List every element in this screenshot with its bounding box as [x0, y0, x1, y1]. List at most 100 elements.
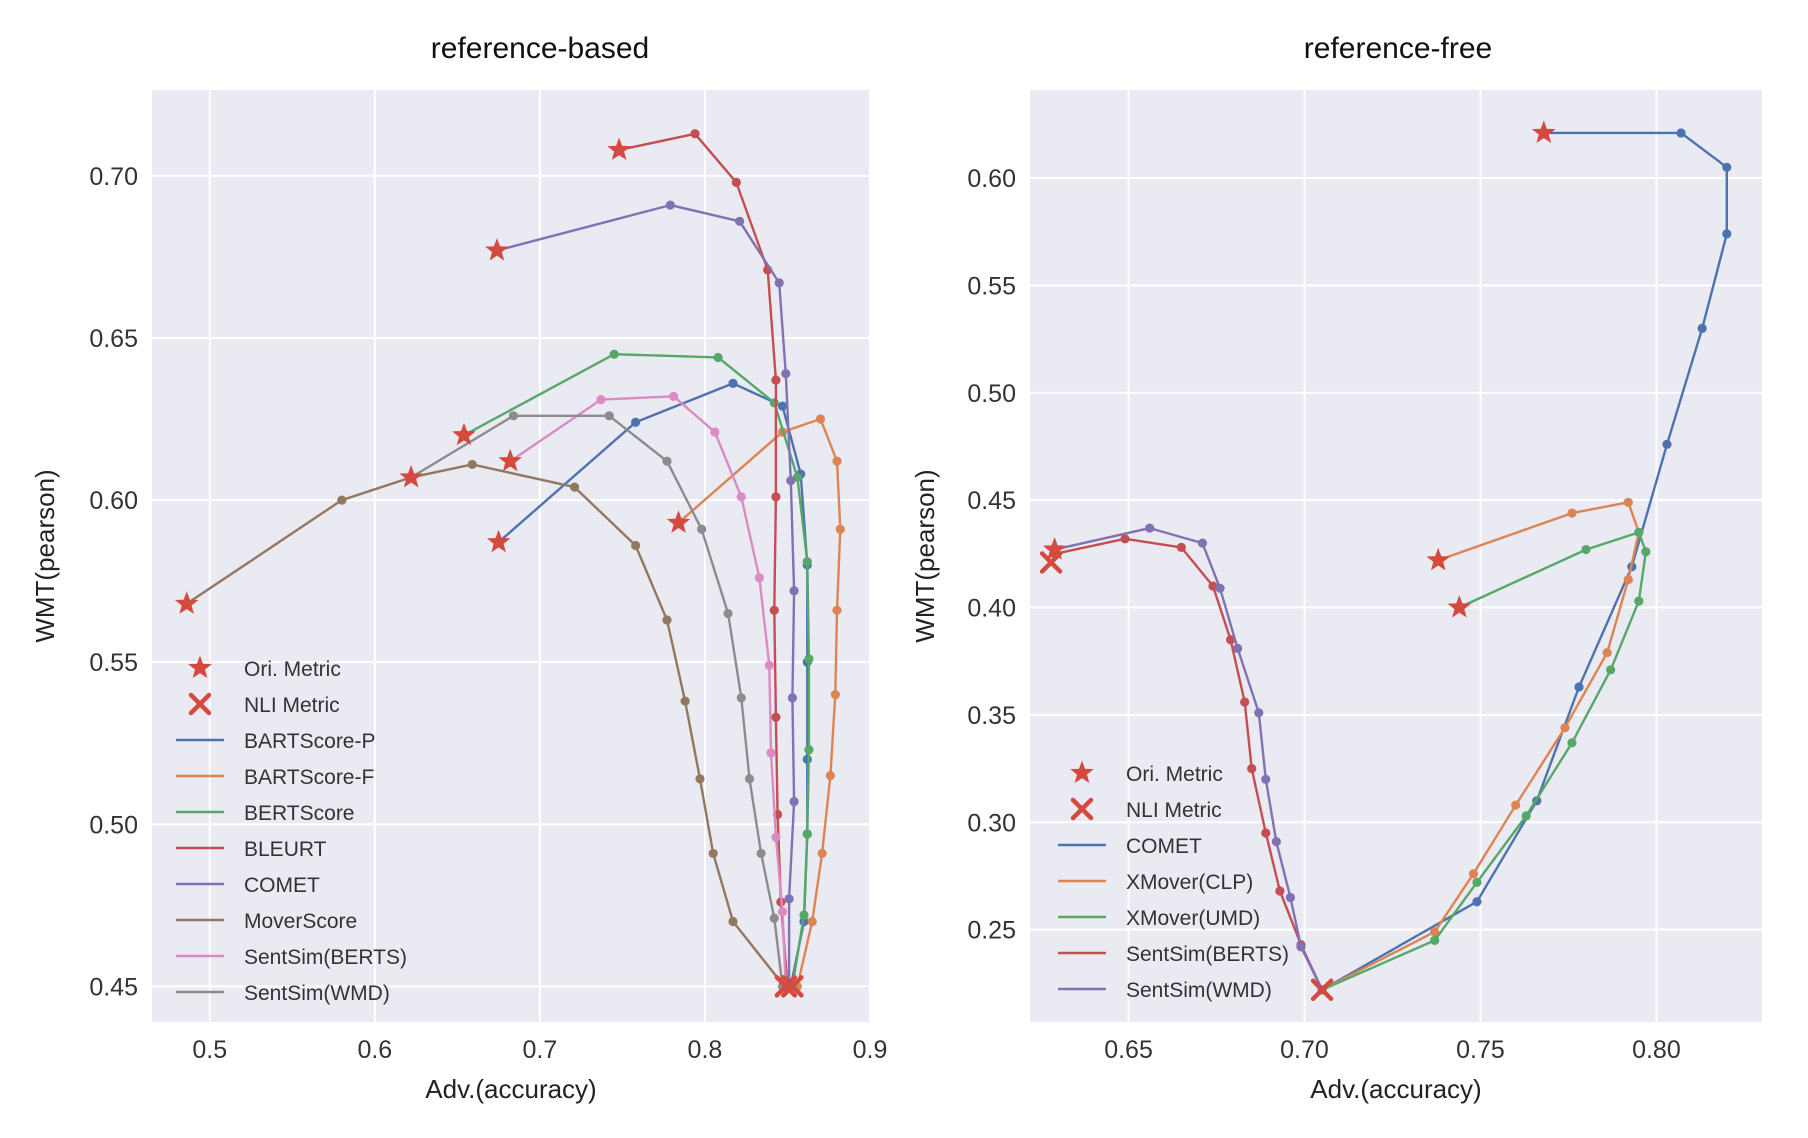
data-point [832, 456, 842, 466]
legend-label: MoverScore [244, 910, 357, 933]
x-tick-label: 0.75 [1456, 1036, 1505, 1064]
legend-label: BARTScore-F [244, 766, 374, 789]
data-point [1430, 935, 1440, 945]
data-point [799, 910, 809, 920]
plot-area [152, 90, 870, 1022]
data-point [1233, 643, 1243, 653]
ori-metric-star [485, 238, 509, 261]
x-tick-label: 0.8 [688, 1036, 723, 1064]
x-tick-label: 0.7 [523, 1036, 558, 1064]
x-axis-label: Adv.(accuracy) [1310, 1074, 1481, 1104]
data-point [830, 689, 840, 700]
data-point [1722, 229, 1732, 239]
data-point [786, 476, 796, 486]
data-point [1261, 774, 1271, 784]
legend-label: BLEURT [244, 838, 327, 861]
data-point [1215, 583, 1225, 593]
data-point [1197, 538, 1208, 548]
y-tick-label: 0.70 [89, 163, 138, 191]
data-point [1511, 800, 1521, 810]
legend-label: Ori. Metric [244, 658, 341, 681]
ori-metric-star [486, 529, 511, 553]
data-point [802, 557, 812, 567]
data-point [1472, 897, 1482, 907]
legend-label: BERTScore [244, 802, 355, 825]
chart-title: reference-based [431, 32, 649, 65]
data-point [771, 492, 781, 502]
data-point [713, 352, 723, 363]
data-point [723, 608, 733, 619]
legend-star-icon [188, 655, 212, 679]
series-xmover-umd [1317, 527, 1651, 995]
data-point [1567, 508, 1577, 518]
data-point [1275, 886, 1285, 896]
data-point [668, 391, 679, 401]
chart-title: reference-free [1304, 32, 1492, 65]
data-point [1271, 837, 1281, 847]
data-point [787, 693, 798, 703]
data-point [777, 401, 788, 411]
legend-label: NLI Metric [1126, 799, 1222, 822]
y-tick-label: 0.30 [967, 809, 1016, 837]
data-point [631, 417, 641, 427]
data-point [766, 748, 776, 758]
data-point [1254, 708, 1264, 718]
legend-label: SentSim(WMD) [244, 982, 390, 1005]
series-line [186, 463, 786, 988]
ori-metric-star [1042, 537, 1067, 560]
data-point [764, 660, 774, 671]
data-point [337, 495, 347, 505]
data-point [1606, 665, 1616, 675]
y-tick-label: 0.45 [967, 487, 1016, 515]
y-tick-label: 0.55 [967, 272, 1016, 300]
data-point [1285, 892, 1296, 903]
legend-label: Ori. Metric [1126, 763, 1223, 786]
legend: Ori. Metric NLI Metric COMET XMover(CLP) XMo… [1058, 760, 1289, 1002]
data-point [804, 654, 814, 664]
nli-metric-x [1310, 978, 1334, 1002]
legend-label: COMET [1126, 835, 1202, 858]
data-point [728, 916, 738, 927]
data-point [1472, 877, 1482, 888]
data-point [1240, 697, 1250, 707]
legend-label: XMover(CLP) [1126, 871, 1253, 894]
data-point [609, 349, 619, 359]
y-tick-label: 0.60 [89, 487, 138, 515]
legend-label: XMover(UMD) [1126, 907, 1260, 930]
x-tick-label: 0.6 [357, 1036, 392, 1064]
data-point [708, 848, 718, 859]
legend: Ori. Metric NLI Metric BARTScore-P BARTScor… [176, 655, 407, 1005]
data-point [1722, 162, 1732, 172]
data-point [680, 696, 690, 706]
data-point [774, 278, 784, 288]
data-point [690, 129, 700, 139]
ori-metric-star [452, 422, 476, 446]
plot-area [1030, 90, 1762, 1022]
y-tick-label: 0.35 [967, 702, 1016, 730]
data-point [1634, 596, 1644, 606]
data-point [1120, 534, 1130, 544]
data-point [1247, 763, 1257, 774]
data-point [697, 524, 707, 534]
y-tick-label: 0.25 [967, 917, 1016, 945]
data-point [771, 375, 781, 385]
data-point [804, 745, 814, 755]
data-point [789, 796, 799, 807]
data-point [1560, 723, 1570, 733]
data-point [784, 894, 794, 904]
data-point [662, 456, 672, 466]
data-point [596, 394, 606, 405]
data-point [1145, 523, 1155, 533]
data-point [1208, 581, 1218, 591]
ori-metric-star [174, 591, 199, 614]
data-point [1602, 648, 1612, 658]
x-tick-label: 0.9 [853, 1036, 888, 1064]
data-point [731, 177, 741, 187]
nli-metric-x [781, 975, 804, 998]
ori-metric-star [607, 137, 631, 161]
y-tick-label: 0.60 [967, 165, 1016, 193]
data-point [569, 482, 580, 492]
data-point [769, 398, 779, 408]
data-point [467, 459, 477, 470]
